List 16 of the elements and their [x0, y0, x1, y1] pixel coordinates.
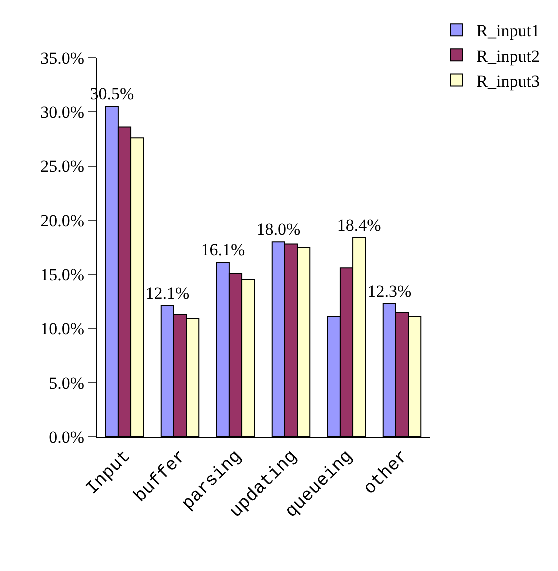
legend-label: R_input1 — [476, 22, 540, 41]
data-label: 16.1% — [201, 240, 246, 260]
data-label: 18.0% — [256, 220, 301, 240]
y-tick-label: 20.0% — [40, 211, 85, 230]
data-label: 12.3% — [368, 282, 412, 301]
y-tick-label: 25.0% — [40, 157, 85, 176]
data-label: 12.1% — [146, 284, 190, 303]
data-label: 18.4% — [337, 216, 382, 235]
legend-label: R_input2 — [476, 46, 540, 66]
y-tick-label: 0.0% — [49, 428, 85, 447]
y-tick-label: 30.0% — [40, 103, 85, 122]
y-tick-label: 35.0% — [40, 48, 85, 68]
y-tick-label: 10.0% — [40, 320, 85, 339]
legend-label: R_input3 — [476, 72, 540, 91]
y-tick-label: 15.0% — [40, 266, 85, 285]
y-tick-label: 5.0% — [49, 374, 85, 393]
